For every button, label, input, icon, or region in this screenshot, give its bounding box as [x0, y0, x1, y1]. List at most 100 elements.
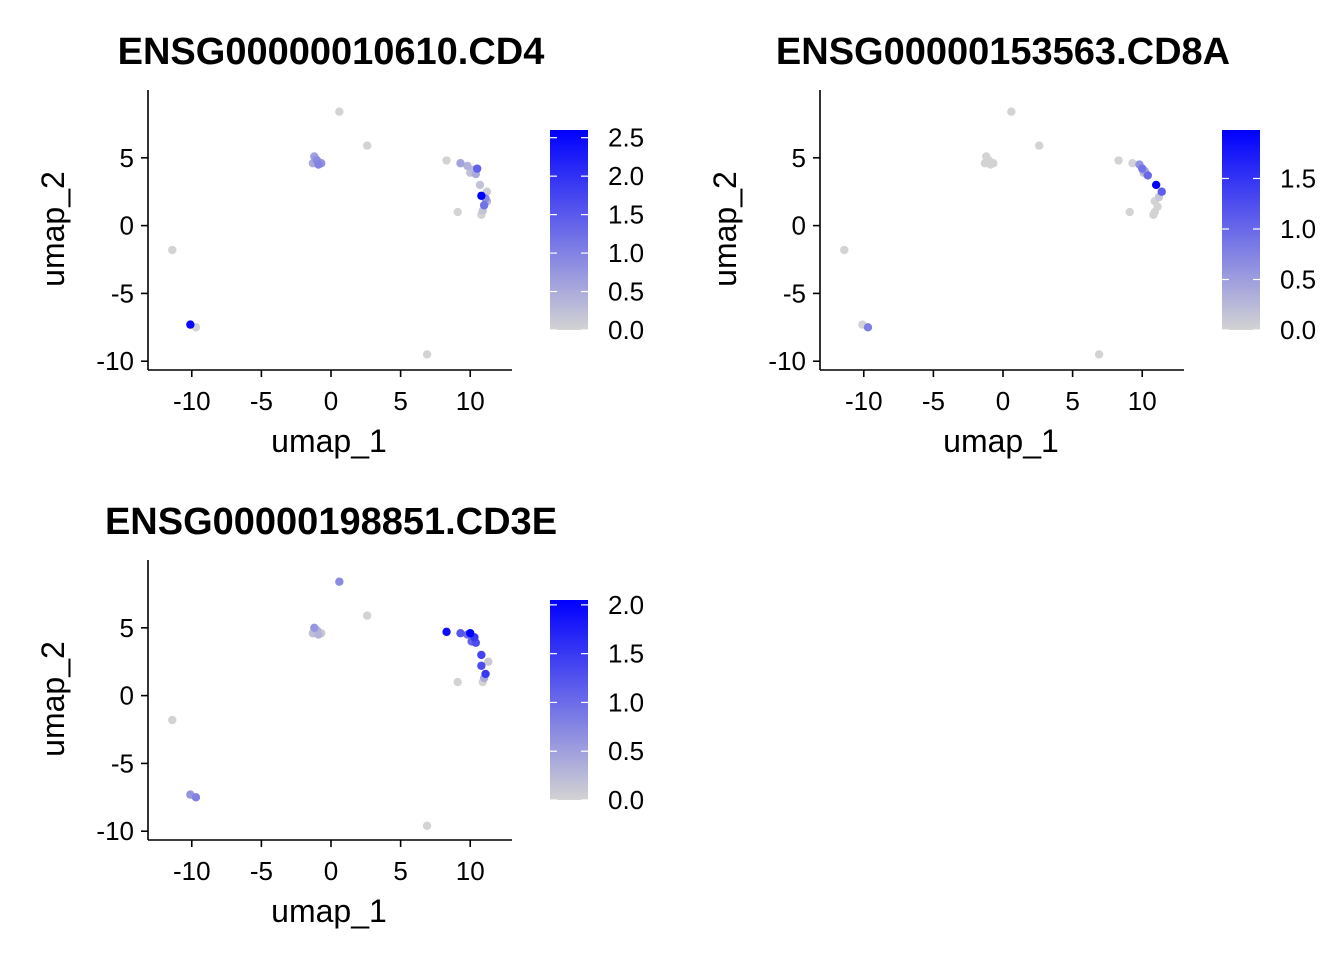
- y-tick-label: 5: [120, 613, 134, 643]
- y-tick-label: 5: [120, 143, 134, 173]
- x-tick-label: 0: [324, 386, 338, 416]
- legend-tick-label: 0.5: [1280, 264, 1316, 294]
- x-tick-label: -5: [250, 856, 273, 886]
- cell-point: [310, 623, 319, 633]
- cell-point: [442, 156, 451, 165]
- cell-point: [477, 191, 486, 200]
- cell-point: [1125, 207, 1134, 217]
- cell-point: [456, 629, 465, 638]
- cell-point: [477, 650, 486, 660]
- x-axis-label: umap_1: [271, 423, 387, 459]
- cell-point: [363, 141, 372, 150]
- y-axis-label: umap_2: [35, 641, 71, 757]
- feature-plot-svg: ENSG00000198851.CD3E-10 -5 0 5 10-10-505umap…: [35, 501, 644, 929]
- legend-tick-label: 0.0: [608, 785, 644, 815]
- legend-tick-label: 0.0: [608, 315, 644, 345]
- cell-point: [453, 677, 462, 687]
- legend-tick-label: 0.0: [1280, 315, 1316, 345]
- y-tick-label: 5: [792, 143, 806, 173]
- x-tick-label: 10: [456, 856, 485, 886]
- x-tick-label: -10: [173, 856, 211, 886]
- cell-point: [168, 715, 177, 725]
- cell-point: [863, 323, 873, 332]
- x-tick-label: 5: [1065, 386, 1079, 416]
- y-tick-label: -5: [111, 278, 134, 308]
- x-tick-label: 10: [1128, 386, 1157, 416]
- cell-point: [481, 669, 490, 679]
- cell-point: [314, 160, 323, 169]
- x-tick-label: -10: [845, 386, 883, 416]
- legend-tick-label: 0.5: [608, 277, 644, 307]
- x-tick-label: -5: [922, 386, 945, 416]
- color-legend-bar: [550, 130, 588, 330]
- y-tick-label: -10: [96, 346, 134, 376]
- cell-point: [168, 245, 177, 255]
- cell-point: [1143, 171, 1152, 180]
- cell-point: [1035, 141, 1044, 150]
- x-tick-label: 0: [996, 386, 1010, 416]
- legend-tick-label: 1.5: [608, 200, 644, 230]
- plot-title: ENSG00000153563.CD8A: [776, 31, 1230, 73]
- color-legend-bar: [1222, 130, 1260, 330]
- legend-tick-label: 1.5: [1280, 163, 1316, 193]
- y-axis-label: umap_2: [707, 171, 743, 287]
- legend-tick-label: 1.0: [608, 238, 644, 268]
- cell-point: [1007, 107, 1016, 116]
- cell-point: [1149, 210, 1158, 219]
- legend-tick-label: 1.0: [608, 687, 644, 717]
- y-axis-label: umap_2: [35, 171, 71, 287]
- cell-point: [314, 630, 323, 639]
- y-tick-label: 0: [120, 681, 134, 711]
- x-tick-label: 5: [393, 856, 407, 886]
- cell-point: [472, 164, 482, 173]
- cell-point: [477, 661, 486, 670]
- plot-title: ENSG00000198851.CD3E: [105, 501, 557, 543]
- umap-panel-cd3e: ENSG00000198851.CD3E -10 -5 0 5 10 -10 -5 0 5 umap…: [0, 470, 672, 940]
- plot-title: ENSG00000010610.CD4: [118, 31, 545, 73]
- cell-point: [1114, 156, 1123, 165]
- cell-point: [1151, 180, 1161, 190]
- cell-point: [989, 159, 998, 168]
- x-axis-label: umap_1: [943, 423, 1059, 459]
- x-tick-label: -10: [173, 386, 211, 416]
- cell-point: [1157, 187, 1166, 196]
- cell-point: [1094, 350, 1104, 359]
- cell-point: [186, 320, 195, 329]
- cell-point: [422, 821, 432, 830]
- y-tick-label: 0: [120, 211, 134, 241]
- y-tick-label: -5: [111, 748, 134, 778]
- cell-point: [840, 245, 849, 255]
- x-tick-label: 10: [456, 386, 485, 416]
- cell-point: [335, 577, 344, 586]
- cell-point: [484, 657, 493, 666]
- feature-plot-svg: ENSG00000153563.CD8A-10 -5 0 5 10-10-505umap…: [707, 31, 1316, 459]
- x-tick-label: 5: [393, 386, 407, 416]
- legend-tick-label: 2.0: [608, 590, 644, 620]
- cell-point: [475, 180, 485, 190]
- cell-point: [463, 161, 472, 171]
- x-axis-label: umap_1: [271, 893, 387, 929]
- cell-point: [191, 793, 201, 802]
- umap-panel-cd8a: ENSG00000153563.CD8A -10 -5 0 5 10 -10 -5 0 5 umap…: [672, 0, 1344, 470]
- color-legend-bar: [550, 600, 588, 800]
- cell-point: [479, 201, 489, 210]
- y-tick-label: -5: [783, 278, 806, 308]
- x-tick-label: -5: [250, 386, 273, 416]
- umap-panel-cd4: ENSG00000010610.CD4 -10 -5 0 5 10 -10 -5 0 5 umap_…: [0, 0, 672, 470]
- cell-point: [335, 107, 344, 116]
- cell-point: [442, 627, 451, 637]
- legend-tick-label: 2.5: [608, 123, 644, 153]
- cell-point: [1138, 164, 1147, 173]
- legend-tick-label: 2.0: [608, 161, 644, 191]
- legend-tick-label: 1.5: [608, 639, 644, 669]
- cell-point: [466, 629, 475, 638]
- feature-plot-svg: ENSG00000010610.CD4-10 -5 0 5 10-10-505umap_…: [35, 31, 644, 459]
- y-tick-label: -10: [96, 816, 134, 846]
- x-tick-label: 0: [324, 856, 338, 886]
- cell-point: [453, 207, 462, 217]
- cell-point: [456, 159, 465, 168]
- cell-point: [422, 350, 432, 359]
- legend-tick-label: 1.0: [1280, 214, 1316, 244]
- legend-tick-label: 0.5: [608, 736, 644, 766]
- cell-point: [1128, 159, 1137, 168]
